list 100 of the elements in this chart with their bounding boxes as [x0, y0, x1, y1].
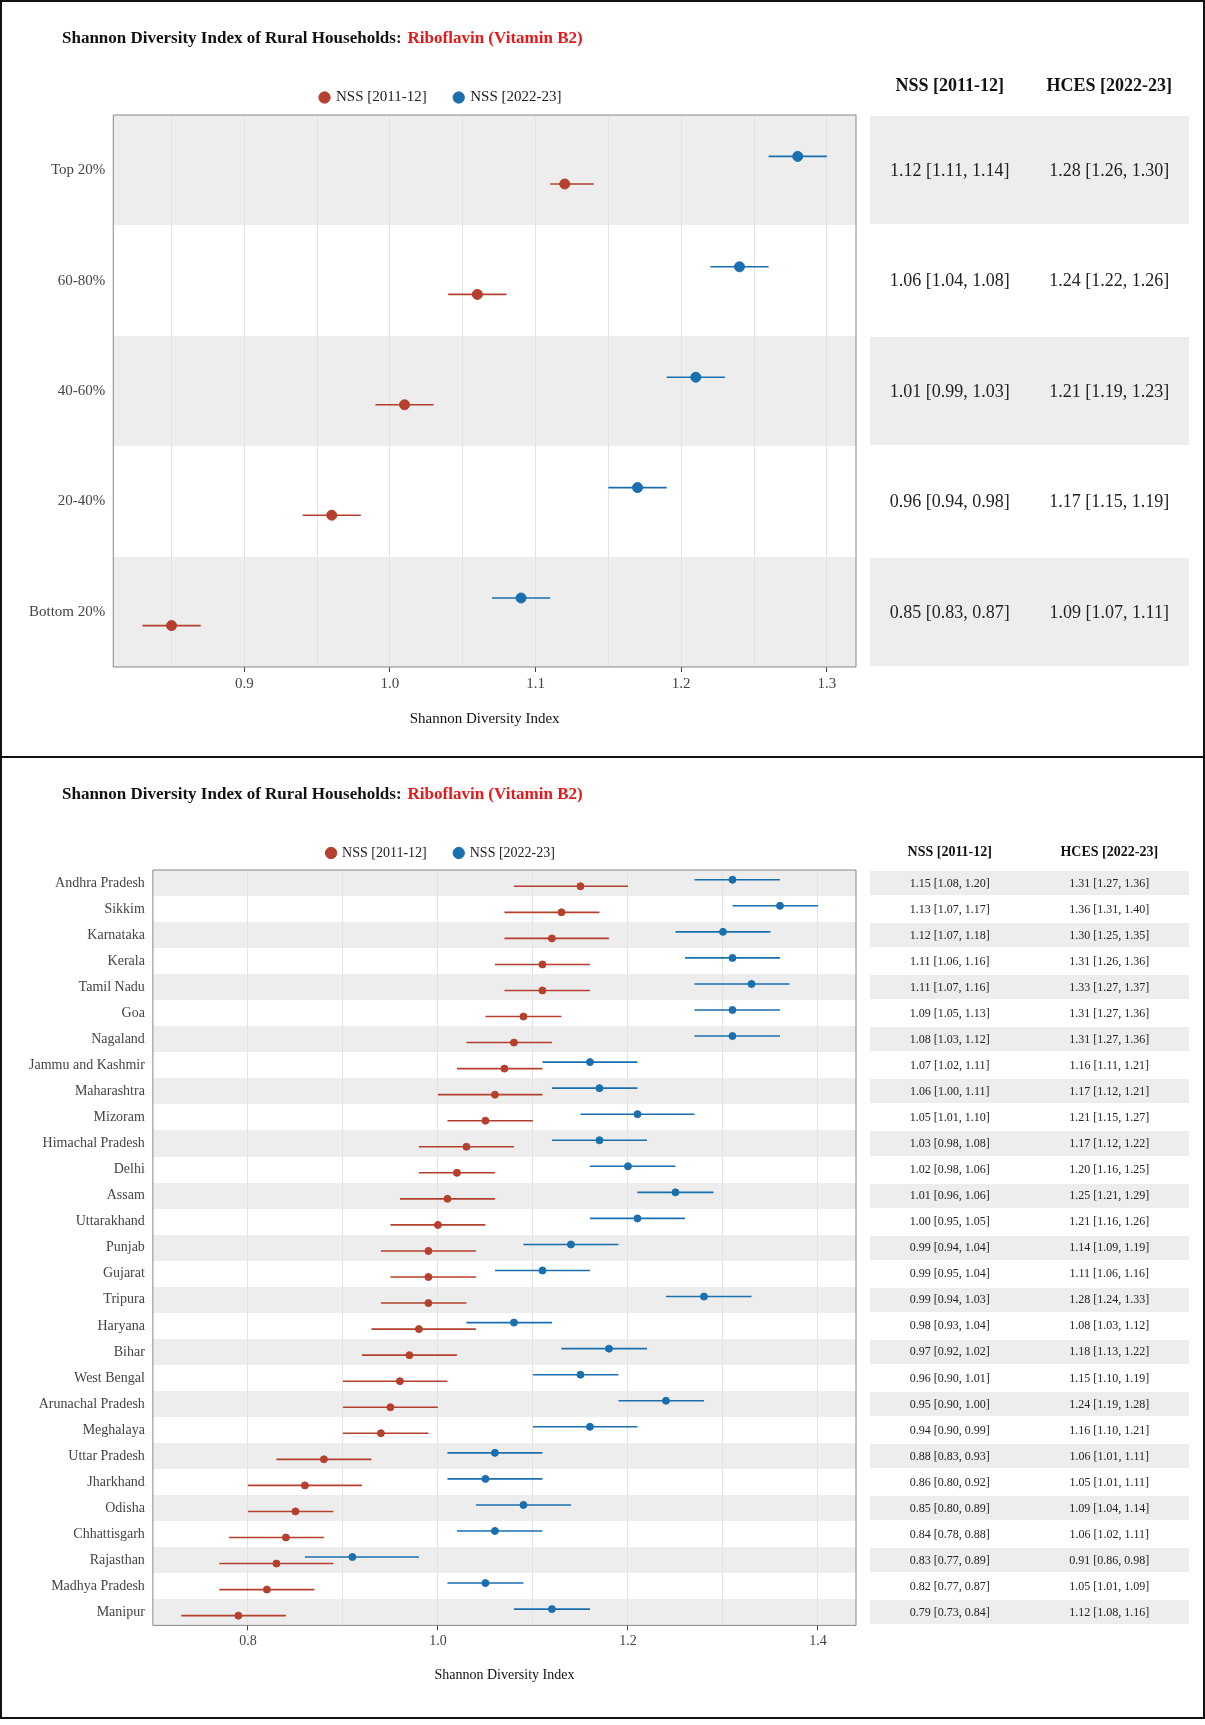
y-tick-label: West Bengal: [74, 1369, 145, 1385]
y-tick-label: Manipur: [96, 1604, 146, 1620]
y-tick-label: Uttarakhand: [75, 1213, 145, 1229]
chart-title: Shannon Diversity Index of Rural Households:: [62, 784, 402, 803]
data-label: 1.01 [0.96, 1.06]: [908, 1187, 991, 1204]
text: NSS [2011-12]: [894, 75, 1005, 96]
data-label: 0.95 [0.90, 1.00]: [908, 1395, 991, 1413]
data-label: 1.20 [1.16, 1.25]: [1068, 1161, 1151, 1178]
x-tick-label: 1.2: [619, 1633, 637, 1649]
y-tick-label: Chhattisgarh: [73, 1525, 145, 1541]
y-tick-label: Karnataka: [87, 926, 146, 942]
data-label: 1.05 [1.01, 1.09]: [1068, 1577, 1151, 1595]
y-tick-label: Punjab: [105, 1239, 145, 1255]
data-label: 0.84 [0.78, 0.88]: [908, 1525, 991, 1543]
data-label: 0.94 [0.90, 0.99]: [908, 1421, 991, 1439]
data-label: 0.82 [0.77, 0.87]: [908, 1577, 991, 1595]
data-label: 1.11 [1.06, 1.16]: [1068, 1265, 1150, 1283]
x-tick-label: 1.4: [809, 1633, 827, 1649]
legend-label: NSS [2022-23]: [470, 88, 562, 105]
y-tick-label: Jharkhand: [87, 1473, 145, 1489]
data-label: 1.15 [1.08, 1.20]: [908, 874, 991, 892]
data-label: 1.11 [1.06, 1.16]: [908, 952, 991, 970]
y-tick-label: Bihar: [113, 1343, 146, 1359]
y-tick-label: Gujarat: [102, 1265, 145, 1281]
y-tick-label: 40-60%: [57, 381, 106, 398]
chart-title: Shannon Diversity Index of Rural Households:: [62, 28, 402, 47]
x-tick-label: 1.3: [817, 674, 837, 691]
data-label: 1.28 [1.24, 1.33]: [1068, 1291, 1151, 1309]
data-label: 1.02 [0.98, 1.06]: [908, 1161, 991, 1178]
y-tick-label: Delhi: [113, 1161, 145, 1177]
y-tick-label: Maharashtra: [74, 1083, 146, 1099]
data-label: 1.08 [1.03, 1.12]: [908, 1030, 991, 1048]
y-tick-label: Arunachal Pradesh: [38, 1395, 145, 1411]
data-label: 1.07 [1.02, 1.11]: [908, 1056, 991, 1074]
data-label: 1.03 [0.98, 1.08]: [908, 1135, 991, 1152]
y-tick-label: Haryana: [97, 1317, 146, 1333]
data-label: 1.06 [1.00, 1.11]: [908, 1083, 991, 1100]
chart-subtitle: Riboflavin (Vitamin B2): [407, 28, 583, 47]
data-label: 1.24 [1.19, 1.28]: [1068, 1395, 1151, 1413]
data-label: 1.36 [1.31, 1.40]: [1068, 900, 1151, 918]
y-tick-label: Uttar Pradesh: [68, 1447, 145, 1463]
y-tick-label: Madhya Pradesh: [51, 1578, 145, 1593]
y-tick-label: Andhra Pradesh: [55, 874, 145, 890]
data-label: 1.11 [1.07, 1.16]: [908, 978, 991, 996]
y-tick-label: Bottom 20%: [28, 602, 106, 619]
data-label: 1.17 [1.15, 1.19]: [1048, 490, 1171, 513]
text: HCES [2022-23]: [1045, 75, 1173, 96]
data-label: 1.21 [1.16, 1.26]: [1068, 1213, 1151, 1231]
data-label: 1.24 [1.22, 1.26]: [1048, 269, 1171, 292]
data-label: 1.08 [1.03, 1.12]: [1068, 1317, 1151, 1335]
data-label: 0.83 [0.77, 0.89]: [908, 1551, 991, 1569]
data-label: 1.33 [1.27, 1.37]: [1068, 978, 1151, 996]
data-label: 1.06 [1.02, 1.11]: [1068, 1525, 1150, 1543]
data-label: 1.06 [1.04, 1.08]: [888, 269, 1011, 292]
chart-subtitle: Riboflavin (Vitamin B2): [407, 784, 583, 803]
data-label: 0.96 [0.94, 0.98]: [888, 490, 1011, 513]
legend-label: NSS [2011-12]: [336, 88, 427, 105]
data-label: 0.86 [0.80, 0.92]: [908, 1473, 991, 1491]
data-label: 1.05 [1.01, 1.11]: [1068, 1473, 1150, 1491]
y-tick-label: Meghalaya: [82, 1421, 146, 1437]
y-tick-label: 20-40%: [57, 492, 106, 509]
data-label: 1.21 [1.19, 1.23]: [1048, 379, 1171, 403]
y-tick-label: Jammu and Kashmir: [28, 1057, 146, 1073]
data-label: 0.85 [0.83, 0.87]: [888, 600, 1011, 623]
text: NSS [2011-12]: [906, 844, 993, 860]
data-label: 1.17 [1.12, 1.21]: [1068, 1083, 1151, 1100]
data-label: 1.31 [1.26, 1.36]: [1068, 952, 1151, 970]
x-tick-label: 1.0: [429, 1633, 447, 1649]
y-tick-label: Tamil Nadu: [78, 978, 145, 994]
y-tick-label: 60-80%: [57, 271, 106, 288]
data-label: 1.31 [1.27, 1.36]: [1068, 874, 1151, 892]
x-tick-label: 1.2: [671, 674, 691, 691]
data-label: 1.31 [1.27, 1.36]: [1068, 1004, 1151, 1022]
data-label: 1.16 [1.11, 1.21]: [1068, 1056, 1150, 1074]
y-tick-label: Himachal Pradesh: [42, 1135, 145, 1151]
data-label: 1.05 [1.01, 1.10]: [908, 1109, 991, 1126]
y-tick-label: Rajasthan: [89, 1551, 145, 1567]
data-label: 1.06 [1.01, 1.11]: [1068, 1447, 1150, 1465]
data-label: 1.12 [1.08, 1.16]: [1068, 1603, 1151, 1621]
data-label: 0.91 [0.86, 0.98]: [1068, 1551, 1151, 1569]
data-label: 1.09 [1.07, 1.11]: [1048, 600, 1170, 623]
data-label: 1.21 [1.15, 1.27]: [1068, 1109, 1151, 1126]
x-tick-label: 0.9: [234, 674, 254, 691]
y-tick-label: Odisha: [105, 1499, 146, 1515]
data-label: 1.00 [0.95, 1.05]: [908, 1213, 991, 1231]
data-label: 1.12 [1.11, 1.14]: [889, 159, 1011, 182]
data-label: 1.09 [1.04, 1.14]: [1068, 1499, 1151, 1517]
y-tick-label: Assam: [106, 1187, 145, 1203]
data-label: 1.17 [1.12, 1.22]: [1068, 1135, 1151, 1152]
data-label: 0.98 [0.93, 1.04]: [908, 1317, 991, 1335]
data-label: 1.13 [1.07, 1.17]: [908, 900, 991, 918]
data-label: 1.28 [1.26, 1.30]: [1048, 159, 1171, 182]
y-tick-label: Tripura: [103, 1291, 146, 1307]
y-tick-label: Goa: [121, 1004, 146, 1020]
data-label: 0.97 [0.92, 1.02]: [908, 1343, 991, 1361]
data-label: 1.14 [1.09, 1.19]: [1068, 1239, 1151, 1257]
x-tick-label: 0.8: [239, 1633, 257, 1649]
y-tick-label: Top 20%: [50, 161, 106, 178]
data-label: 0.99 [0.94, 1.04]: [908, 1239, 991, 1257]
data-label: 0.96 [0.90, 1.01]: [908, 1369, 991, 1387]
